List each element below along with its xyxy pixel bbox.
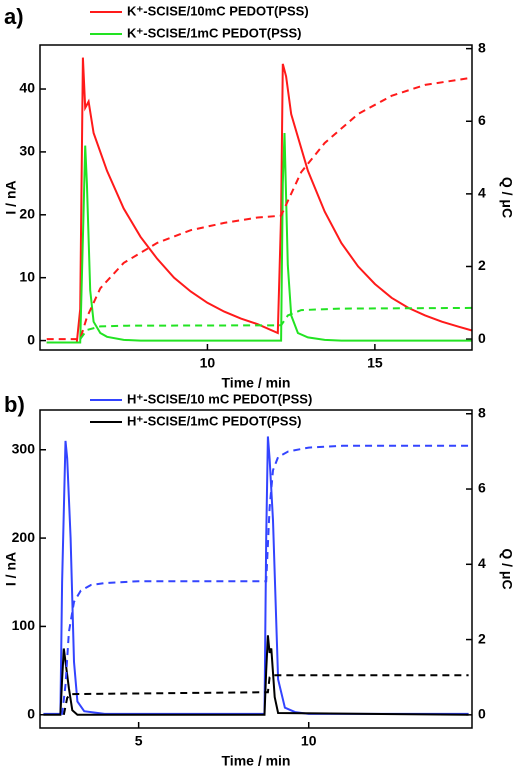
charge-line [79,306,473,340]
y2-tick-label: 0 [478,330,486,346]
legend-label: H⁺-SCISE/1mC PEDOT(PSS) [127,413,301,428]
y2-axis-label: Q / μC [499,177,515,218]
legend-label: K⁺-SCISE/1mC PEDOT(PSS) [127,25,301,40]
y-tick-label: 200 [12,529,36,545]
current-line [46,57,473,344]
y-tick-label: 30 [19,143,35,159]
current-line [43,436,469,715]
y-axis-label: I / nA [3,552,19,586]
y2-axis-label: Q / μC [499,548,515,589]
panel-label: b) [4,392,25,417]
current-line [46,132,472,344]
y2-tick-label: 0 [478,706,486,722]
y2-tick-label: 8 [478,39,486,55]
x-tick-label: 5 [135,733,143,749]
y2-tick-label: 4 [478,185,486,201]
x-tick-label: 10 [200,355,216,371]
current-line [43,635,469,716]
x-tick-label: 10 [301,733,317,749]
y-tick-label: 100 [12,617,36,633]
x-tick-label: 15 [367,355,383,371]
y-tick-label: 0 [27,705,35,721]
plot-frame [39,44,473,351]
y-tick-label: 0 [27,331,35,347]
y-tick-label: 40 [19,80,35,96]
x-axis-label: Time / min [222,375,291,391]
legend-label: K⁺-SCISE/10mC PEDOT(PSS) [127,3,309,18]
plot-frame [39,409,473,729]
charge-line [62,674,469,715]
y-tick-label: 10 [19,268,35,284]
charge-line [46,76,473,341]
y2-tick-label: 6 [478,112,486,128]
y2-tick-label: 2 [478,630,486,646]
charge-line [61,444,469,715]
y2-tick-label: 2 [478,257,486,273]
y2-tick-label: 4 [478,555,486,571]
y2-tick-label: 8 [478,404,486,420]
y-tick-label: 300 [12,440,36,456]
y-tick-label: 20 [19,205,35,221]
panel-label: a) [4,4,24,29]
y-axis-label: I / nA [3,180,19,214]
legend-label: H⁺-SCISE/10 mC PEDOT(PSS) [127,391,312,406]
x-axis-label: Time / min [222,753,291,769]
y2-tick-label: 6 [478,480,486,496]
